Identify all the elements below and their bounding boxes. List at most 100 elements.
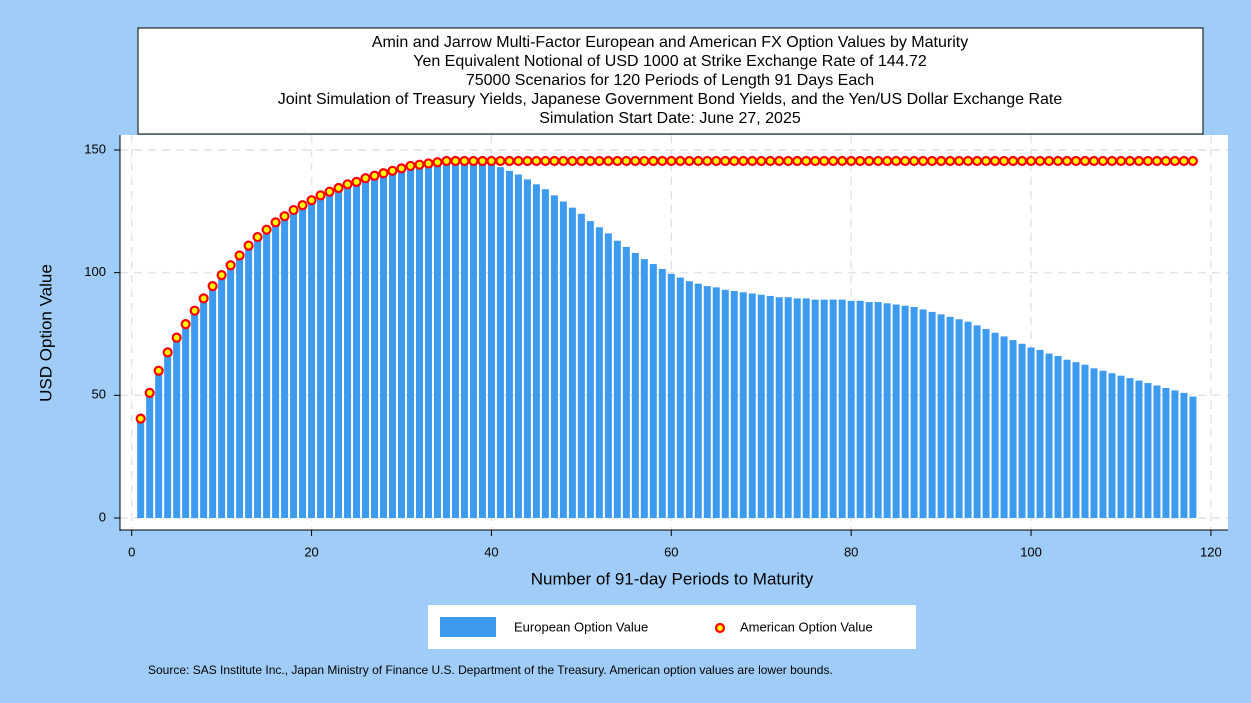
bar [469, 162, 477, 518]
bar [586, 221, 594, 518]
bar [380, 173, 388, 518]
bar [137, 418, 145, 518]
bar [991, 332, 999, 518]
marker [756, 155, 767, 167]
marker [666, 155, 677, 167]
bar [353, 181, 361, 518]
bar [658, 268, 666, 518]
marker [953, 155, 965, 167]
marker [594, 155, 605, 167]
bar [173, 337, 181, 518]
marker [1061, 155, 1073, 167]
marker [720, 155, 731, 167]
marker [729, 155, 740, 167]
marker [936, 155, 947, 167]
bar [847, 300, 855, 518]
marker [351, 176, 362, 187]
marker [279, 211, 290, 222]
y-tick-label: 150 [84, 141, 106, 156]
bar [667, 273, 675, 518]
marker [558, 155, 569, 167]
marker [468, 155, 479, 167]
marker [774, 155, 785, 167]
bar [757, 294, 765, 518]
bar [478, 163, 486, 518]
marker [918, 155, 929, 167]
legend-swatch [440, 617, 496, 637]
bar [649, 264, 657, 518]
bar [209, 286, 217, 518]
marker [171, 332, 182, 343]
marker [1016, 155, 1028, 167]
marker [144, 387, 155, 398]
bar [550, 195, 558, 518]
marker [792, 155, 803, 167]
marker [1142, 155, 1154, 167]
bar [973, 325, 981, 518]
marker [603, 155, 614, 167]
bar [245, 245, 253, 518]
bar [308, 200, 316, 518]
marker [711, 155, 722, 167]
marker [261, 224, 272, 235]
marker [1187, 155, 1199, 167]
marker [873, 155, 884, 167]
marker [1151, 155, 1163, 167]
marker [441, 155, 452, 167]
x-tick-label: 20 [304, 544, 318, 559]
marker [423, 158, 434, 169]
bar [1018, 343, 1026, 518]
bar [1036, 349, 1044, 518]
x-tick-label: 80 [844, 544, 858, 559]
legend-label: European Option Value [514, 619, 648, 634]
bar [164, 352, 172, 518]
bar [326, 191, 334, 518]
marker [1106, 155, 1118, 167]
marker [1124, 155, 1136, 167]
marker [1025, 155, 1037, 167]
marker [153, 365, 164, 376]
marker [971, 155, 983, 167]
bar [1000, 336, 1008, 518]
marker [288, 204, 299, 216]
marker [207, 281, 218, 292]
bar [182, 324, 190, 518]
bar [263, 229, 271, 518]
marker [828, 155, 839, 167]
bar [928, 311, 936, 518]
bar [433, 162, 441, 518]
marker [324, 186, 335, 197]
bar [1009, 340, 1017, 518]
marker [1097, 155, 1109, 167]
bar [739, 292, 747, 518]
marker [927, 155, 938, 167]
bar [236, 255, 244, 518]
bar [1171, 390, 1179, 518]
bar [200, 298, 208, 518]
bar [290, 210, 298, 518]
chart-subtitle: Simulation Start Date: June 27, 2025 [539, 110, 801, 127]
marker [630, 155, 641, 167]
bar [1189, 396, 1197, 518]
bar [613, 240, 621, 518]
bar [541, 189, 549, 518]
bar [254, 237, 262, 518]
bar [227, 265, 235, 518]
marker [882, 155, 893, 167]
marker [360, 173, 371, 184]
marker [549, 155, 560, 167]
bar [523, 179, 531, 518]
marker [180, 319, 191, 330]
bar [631, 253, 639, 518]
marker [333, 182, 344, 194]
marker [639, 155, 650, 167]
bar [1054, 356, 1062, 518]
x-axis-title: Number of 91-day Periods to Maturity [531, 569, 814, 588]
bar [191, 310, 199, 518]
bar [388, 170, 397, 518]
marker [522, 155, 533, 167]
bar [622, 246, 630, 518]
bar [919, 309, 927, 518]
marker [962, 155, 974, 167]
marker [1034, 155, 1046, 167]
